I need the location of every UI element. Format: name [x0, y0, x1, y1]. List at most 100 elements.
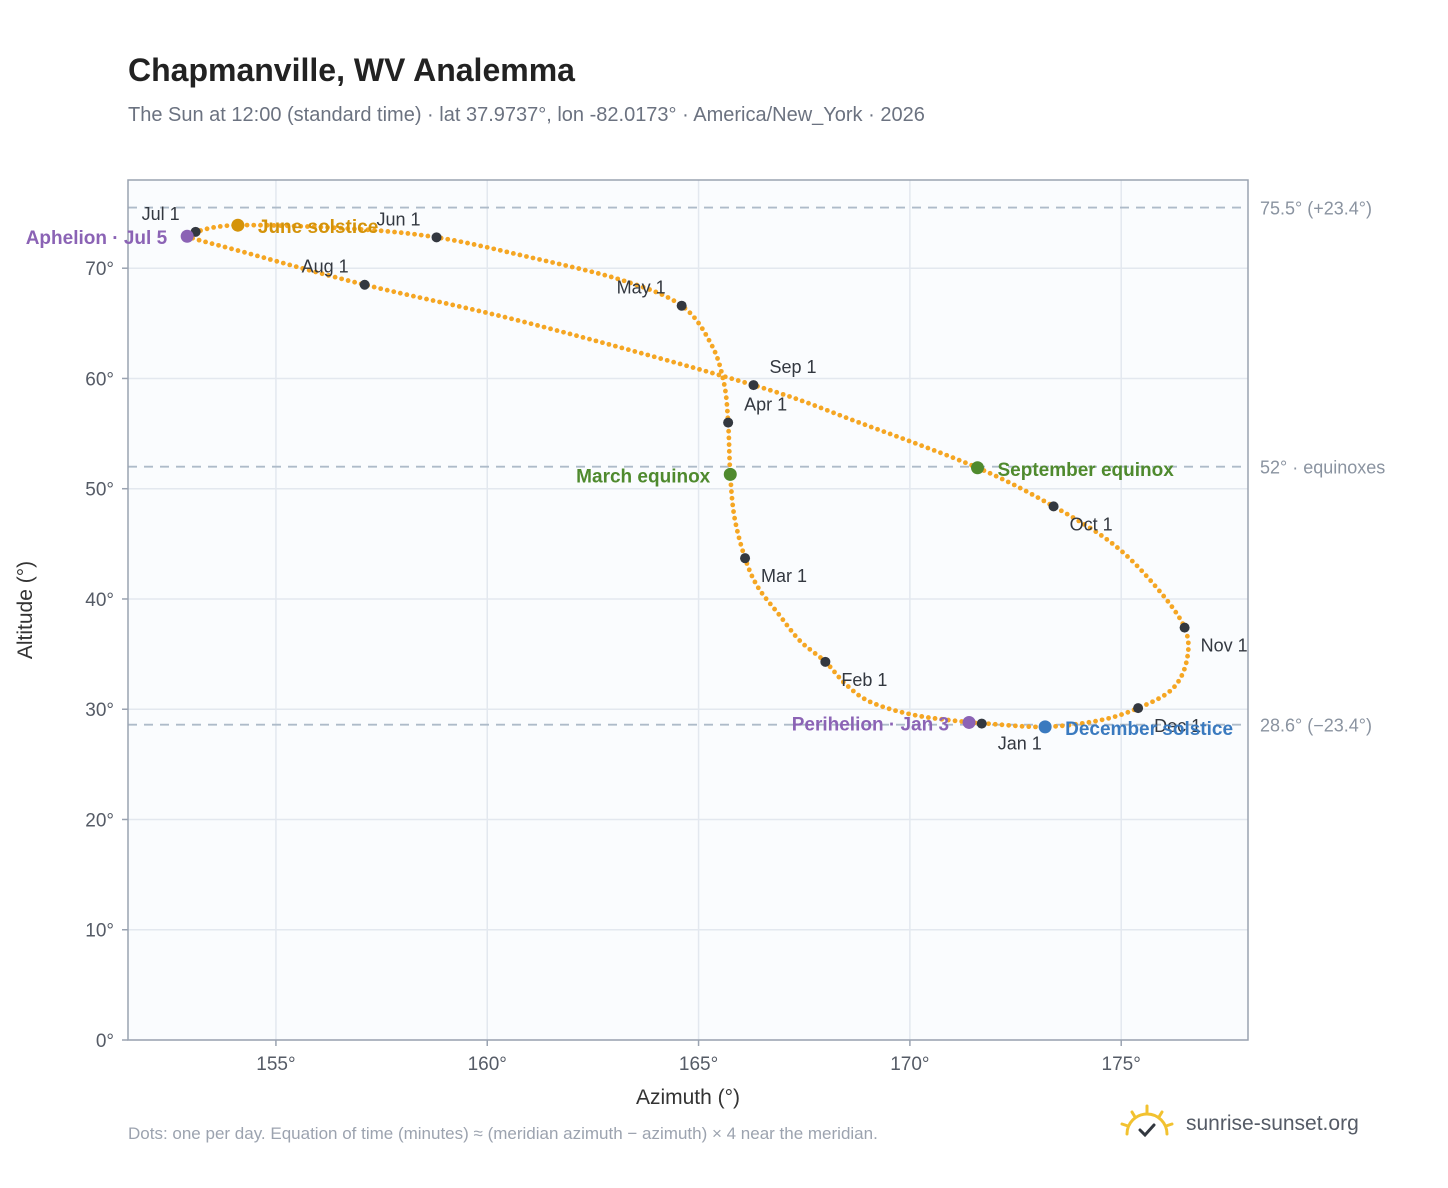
day-dot [502, 314, 508, 320]
day-dot [271, 223, 277, 228]
day-dot [836, 674, 842, 680]
page-subtitle: The Sun at 12:00 (standard time) · lat 3… [128, 104, 925, 126]
x-tick-label: 170° [890, 1054, 929, 1075]
day-dot [925, 445, 931, 451]
day-dot [332, 274, 338, 280]
month-marker [431, 232, 442, 243]
day-dot [912, 440, 918, 446]
day-dot [338, 225, 344, 231]
day-dot [1109, 540, 1115, 546]
day-dot [812, 651, 818, 656]
day-dot [311, 224, 317, 230]
day-dot [1181, 666, 1187, 672]
month-marker [359, 279, 370, 290]
day-dot [780, 391, 786, 397]
day-dot [524, 254, 529, 259]
y-tick-label: 30° [85, 700, 114, 721]
day-dot [726, 435, 732, 441]
month-marker [820, 656, 831, 667]
day-dot [776, 611, 782, 617]
day-dot [1120, 549, 1125, 555]
day-dot [1119, 712, 1124, 717]
day-dot [450, 302, 456, 308]
day-dot [593, 338, 599, 344]
day-dot [749, 573, 755, 579]
y-axis-label: Altitude (°) [14, 561, 37, 659]
day-dot [939, 716, 945, 722]
day-dot [445, 236, 451, 242]
day-dot [569, 264, 575, 270]
day-dot [1129, 558, 1135, 564]
day-dot [1093, 529, 1099, 535]
day-dot [1026, 724, 1032, 730]
day-dot [931, 447, 937, 453]
day-dot [255, 253, 260, 259]
day-dot [986, 721, 991, 727]
day-dot [211, 225, 217, 230]
day-dot [732, 515, 738, 521]
day-dot [287, 262, 293, 268]
day-dot [772, 606, 777, 612]
brand[interactable]: sunrise-sunset.org [1120, 1104, 1359, 1144]
day-dot [1093, 718, 1098, 724]
day-dot [710, 370, 715, 376]
day-dot [216, 242, 221, 248]
day-dot [1177, 615, 1182, 621]
day-dot [496, 313, 501, 318]
day-dot [1165, 598, 1171, 604]
day-dot [1035, 495, 1041, 501]
day-dot [861, 696, 867, 702]
day-dot [727, 462, 733, 468]
day-dot [300, 266, 306, 271]
day-dot [587, 336, 592, 342]
day-dot [517, 252, 523, 258]
day-dot [305, 224, 310, 229]
day-dot [724, 401, 730, 407]
day-dot [293, 264, 299, 270]
event-label: December solstice [1065, 719, 1233, 740]
day-dot [1005, 479, 1011, 485]
day-dot [1161, 692, 1167, 698]
sun-logo-icon [1120, 1104, 1174, 1138]
day-dot [510, 251, 516, 256]
day-dot [987, 470, 993, 476]
day-dot [602, 272, 608, 278]
day-dot [746, 567, 752, 573]
month-label: Nov 1 [1201, 636, 1248, 656]
event-marker [962, 715, 976, 729]
month-label: Feb 1 [841, 670, 887, 690]
day-dot [1070, 515, 1076, 520]
day-dot [703, 331, 709, 337]
month-label: May 1 [617, 278, 666, 298]
day-dot [595, 271, 601, 276]
day-dot [306, 267, 312, 273]
day-dot [684, 363, 689, 369]
day-dot [456, 304, 462, 309]
event-marker [971, 461, 985, 475]
day-dot [950, 455, 956, 461]
day-dot [671, 298, 677, 304]
month-marker [1179, 622, 1190, 633]
day-dot [886, 706, 892, 712]
day-dot [1064, 511, 1070, 517]
day-dot [725, 408, 730, 414]
month-label: Apr 1 [744, 395, 787, 415]
day-dot [522, 319, 527, 325]
day-dot [1152, 583, 1158, 589]
day-dot [1073, 721, 1079, 727]
day-dot [1082, 522, 1087, 527]
day-dot [1150, 699, 1155, 705]
day-dot [740, 548, 746, 554]
day-dot [548, 326, 553, 332]
day-dot [580, 335, 586, 340]
day-dot [385, 229, 391, 234]
day-dot [893, 708, 898, 714]
day-dot [384, 287, 390, 293]
day-dot [1183, 660, 1189, 666]
event-marker [1038, 720, 1052, 734]
day-dot [1156, 588, 1162, 594]
day-dot [1185, 640, 1191, 646]
day-dot [1125, 554, 1130, 559]
day-dot [242, 249, 247, 255]
